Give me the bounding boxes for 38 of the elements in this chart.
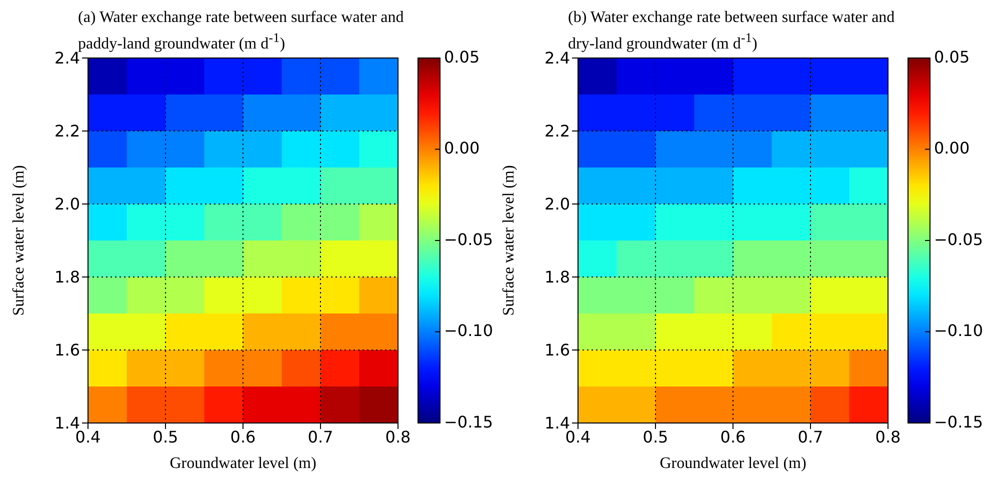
x-tick-label: 0.5 [152, 427, 178, 446]
chart-title: (a) Water exchange rate between surface water and paddy-land groundwater (m d$^{-1}$) [78, 8, 405, 52]
color-bar: −0.15 −0.10 −0.05 0.00 0.05 [904, 8, 986, 478]
color-bar: −0.15 −0.10 −0.05 0.00 0.05 [414, 8, 496, 478]
y-axis-title: Surface water level (m) [10, 165, 28, 316]
x-axis-title: Groundwater level (m) [660, 455, 806, 472]
x-axis-title: Groundwater level (m) [170, 455, 316, 472]
y-tick-label: 1.6 [54, 340, 80, 360]
y-tick-label: 1.6 [544, 340, 570, 360]
color-bar-label: −0.05 [934, 230, 984, 249]
color-bar-label: 0.00 [444, 138, 480, 158]
y-tick-label: 2.0 [54, 194, 80, 214]
x-tick-label: 0.6 [720, 427, 746, 446]
x-tick-label: 0.6 [230, 427, 256, 446]
x-tick-label: 0.8 [875, 427, 901, 446]
y-tick-label: 1.8 [54, 268, 80, 287]
color-bar-label: 0.00 [934, 138, 970, 158]
color-bar-label: −0.10 [934, 321, 984, 340]
x-tick-label: 0.8 [385, 427, 411, 446]
y-tick-label: 2.2 [54, 122, 80, 141]
x-tick-label: 0.7 [798, 427, 824, 446]
x-tick-label: 0.4 [75, 427, 101, 446]
color-bar-label: −0.05 [444, 230, 494, 249]
x-tick-label: 0.4 [565, 427, 591, 446]
x-tick-label: 0.5 [642, 427, 668, 446]
color-bar-label: 0.05 [444, 47, 480, 66]
chart-title: (b) Water exchange rate between surface water and dry-land groundwater (m d$^{-1}$) [568, 8, 896, 52]
y-tick-label: 2.0 [544, 194, 570, 214]
color-bar-label: −0.15 [444, 412, 494, 432]
y-tick-label: 2.4 [54, 48, 80, 68]
color-bar-label: −0.10 [444, 321, 494, 340]
color-bar-label: 0.05 [934, 47, 970, 66]
y-tick-label: 2.2 [544, 122, 570, 141]
y-axis-title: Surface water level (m) [500, 165, 518, 316]
y-tick-label: 1.8 [544, 268, 570, 287]
color-bar-label: −0.15 [934, 412, 984, 432]
y-tick-label: 2.4 [544, 48, 570, 68]
x-tick-label: 0.7 [308, 427, 334, 446]
